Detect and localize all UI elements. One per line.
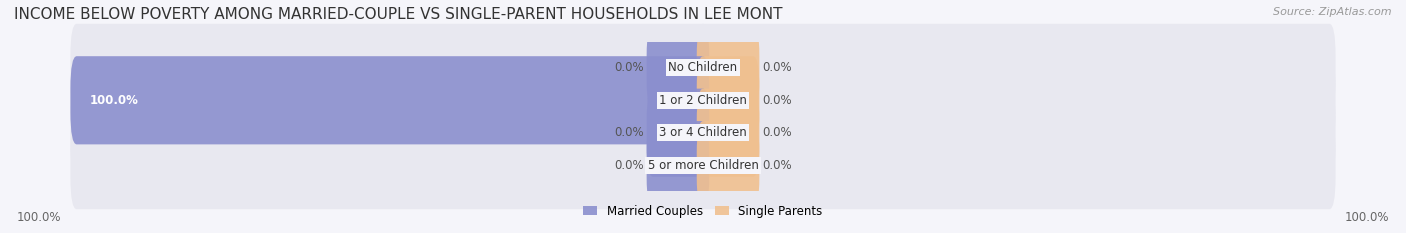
Text: No Children: No Children: [668, 61, 738, 74]
Text: 1 or 2 Children: 1 or 2 Children: [659, 94, 747, 107]
FancyBboxPatch shape: [697, 121, 759, 209]
Text: 0.0%: 0.0%: [614, 126, 644, 139]
FancyBboxPatch shape: [70, 24, 709, 112]
FancyBboxPatch shape: [697, 121, 1336, 209]
Text: INCOME BELOW POVERTY AMONG MARRIED-COUPLE VS SINGLE-PARENT HOUSEHOLDS IN LEE MON: INCOME BELOW POVERTY AMONG MARRIED-COUPL…: [14, 7, 783, 22]
Text: 0.0%: 0.0%: [762, 126, 792, 139]
Text: 0.0%: 0.0%: [762, 94, 792, 107]
Legend: Married Couples, Single Parents: Married Couples, Single Parents: [583, 205, 823, 218]
Text: 100.0%: 100.0%: [1344, 211, 1389, 224]
FancyBboxPatch shape: [70, 89, 709, 177]
Text: 100.0%: 100.0%: [89, 94, 138, 107]
FancyBboxPatch shape: [697, 89, 759, 177]
FancyBboxPatch shape: [70, 56, 709, 144]
FancyBboxPatch shape: [697, 24, 759, 112]
Text: 0.0%: 0.0%: [762, 61, 792, 74]
FancyBboxPatch shape: [697, 56, 1336, 144]
FancyBboxPatch shape: [647, 89, 709, 177]
Text: 0.0%: 0.0%: [614, 61, 644, 74]
FancyBboxPatch shape: [697, 56, 759, 144]
Text: 0.0%: 0.0%: [614, 159, 644, 172]
FancyBboxPatch shape: [697, 89, 1336, 177]
Text: 3 or 4 Children: 3 or 4 Children: [659, 126, 747, 139]
FancyBboxPatch shape: [70, 121, 709, 209]
FancyBboxPatch shape: [697, 24, 1336, 112]
FancyBboxPatch shape: [647, 121, 709, 209]
Text: 0.0%: 0.0%: [762, 159, 792, 172]
FancyBboxPatch shape: [70, 56, 709, 144]
FancyBboxPatch shape: [647, 24, 709, 112]
Text: Source: ZipAtlas.com: Source: ZipAtlas.com: [1274, 7, 1392, 17]
Text: 5 or more Children: 5 or more Children: [648, 159, 758, 172]
Text: 100.0%: 100.0%: [17, 211, 62, 224]
